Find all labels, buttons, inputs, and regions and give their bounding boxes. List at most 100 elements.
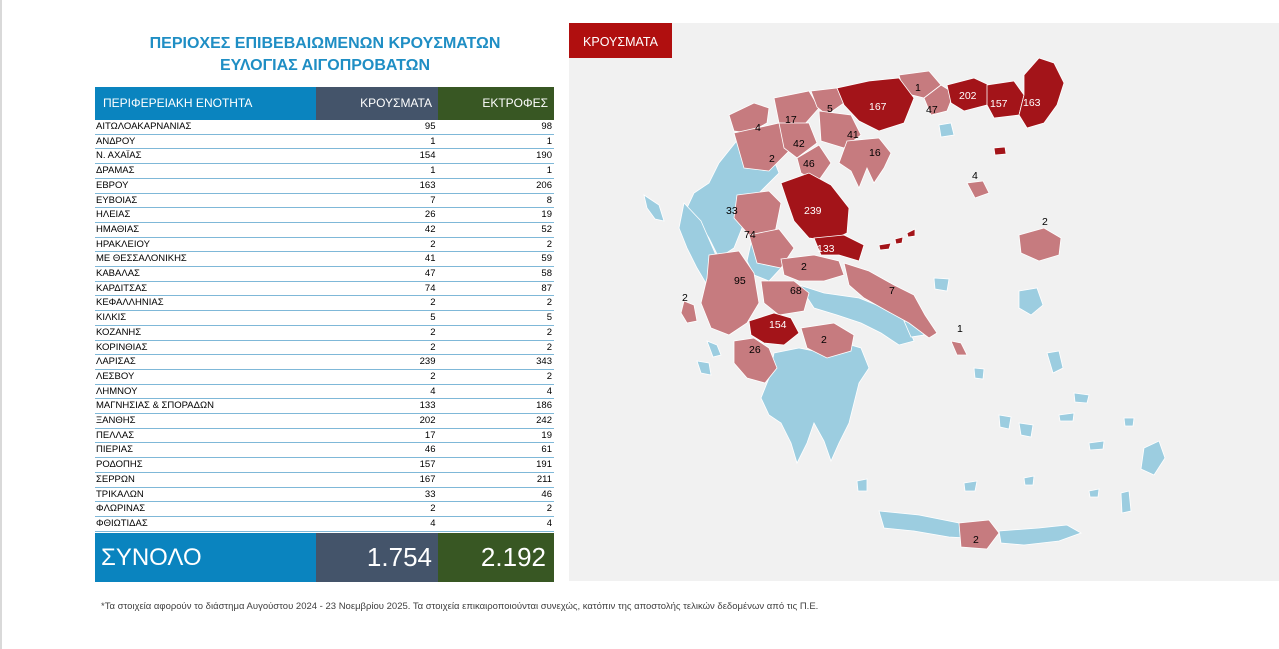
region-cell: ΕΒΡΟΥ	[95, 178, 316, 194]
region-cell: ΕΥΒΟΙΑΣ	[95, 193, 316, 209]
culls-cell: 19	[437, 207, 554, 223]
region-cell: ΗΜΑΘΙΑΣ	[95, 222, 316, 238]
cases-cell: 33	[315, 487, 438, 503]
cases-cell: 17	[315, 428, 438, 444]
region-cell: ΦΘΙΩΤΙΔΑΣ	[95, 516, 316, 532]
cases-cell: 239	[315, 354, 438, 370]
cases-cell: 2	[315, 295, 438, 312]
island-ikaria	[1058, 412, 1075, 422]
label-kozani: 2	[769, 153, 775, 165]
culls-cell: 1	[437, 134, 554, 150]
island-lefkada	[706, 340, 722, 358]
label-serres: 167	[869, 101, 887, 113]
region-cell: ΗΛΕΙΑΣ	[95, 207, 316, 223]
island-naxos	[1018, 422, 1034, 438]
culls-cell: 2	[437, 237, 554, 253]
region-evros	[1018, 57, 1065, 129]
region-magnisia	[813, 234, 865, 262]
region-cell: ΛΗΜΝΟΥ	[95, 384, 316, 400]
culls-cell: 2	[437, 369, 554, 385]
label-pella: 17	[785, 114, 797, 126]
culls-cell: 46	[437, 487, 554, 503]
culls-cell: 191	[437, 457, 554, 473]
table-row: ΗΡΑΚΛΕΙΟΥ 2 2	[95, 237, 554, 253]
map-labels: 167 1 202 157 163 47 5 17 4 41 42 2 46 1…	[682, 82, 1048, 546]
region-imathia	[778, 122, 818, 159]
label-fokida: 68	[790, 285, 802, 297]
table-row: ΑΙΤΩΛΟΑΚΑΡΝΑΝΙΑΣ 95 98	[95, 120, 554, 135]
table-row: ΛΕΣΒΟΥ 2 2	[95, 369, 554, 385]
label-aitoloakarnania: 95	[734, 275, 746, 287]
culls-cell: 59	[437, 251, 554, 268]
label-drama: 1	[915, 82, 921, 94]
island-andros-area	[973, 367, 985, 380]
cases-cell: 7	[315, 193, 438, 209]
table-row: ΑΝΔΡΟΥ 1 1	[95, 134, 554, 150]
island-karpathos	[1120, 490, 1132, 514]
total-label: ΣΥΝΟΛΟ	[95, 533, 316, 582]
culls-cell: 8	[437, 193, 554, 209]
region-cell: Ν. ΑΧΑΪΑΣ	[95, 148, 316, 165]
culls-cell: 190	[437, 148, 554, 165]
region-cell: ΑΝΔΡΟΥ	[95, 134, 316, 150]
cases-cell: 4	[315, 516, 438, 532]
island-astypalaia	[1088, 488, 1100, 498]
region-cell: ΚΑΡΔΙΤΣΑΣ	[95, 281, 316, 297]
table-row: ΗΜΑΘΙΑΣ 42 52	[95, 222, 554, 238]
table-row: ΦΛΩΡΙΝΑΣ 2 2	[95, 501, 554, 517]
cases-cell: 2	[315, 369, 438, 385]
label-rodopi: 157	[990, 98, 1008, 110]
label-heraklion: 2	[973, 534, 979, 546]
header-region: ΠΕΡΙΦΕΡΕΙΑΚΗ ΕΝΟΤΗΤΑ	[95, 87, 316, 120]
table-row: ΚΟΖΑΝΗΣ 2 2	[95, 325, 554, 341]
region-pieria	[796, 144, 832, 184]
label-evros: 163	[1023, 97, 1041, 109]
culls-cell: 19	[437, 428, 554, 444]
region-cell: ΤΡΙΚΑΛΩΝ	[95, 487, 316, 503]
cases-cell: 46	[315, 442, 438, 459]
region-cell: ΠΙΕΡΙΑΣ	[95, 442, 316, 459]
culls-cell: 61	[437, 442, 554, 459]
label-magnisia: 133	[817, 243, 835, 255]
table-row: ΡΟΔΟΠΗΣ 157 191	[95, 457, 554, 473]
table-row: Ν. ΑΧΑΪΑΣ 154 190	[95, 148, 554, 165]
culls-cell: 98	[437, 120, 554, 135]
island-rhodes	[1140, 440, 1166, 476]
cases-cell: 1	[315, 134, 438, 150]
region-cell: ΣΕΡΡΩΝ	[95, 472, 316, 488]
label-thessaloniki: 41	[847, 129, 859, 141]
region-cell: ΚΟΡΙΝΘΙΑΣ	[95, 340, 316, 356]
island-lesvos-nearby	[1018, 287, 1044, 316]
table-row: ΜΑΓΝΗΣΙΑΣ & ΣΠΟΡΑΔΩΝ 133 186	[95, 398, 554, 415]
culls-cell: 2	[437, 501, 554, 517]
page-left-border	[0, 0, 2, 649]
region-kilkis	[810, 87, 845, 116]
total-culls: 2.192	[438, 533, 554, 582]
cases-cell: 202	[315, 413, 438, 429]
island-paros	[998, 414, 1012, 430]
region-euboea	[843, 262, 938, 339]
region-kefallinia	[680, 300, 698, 324]
label-achaia: 154	[769, 319, 787, 331]
region-cell: ΞΑΝΘΗΣ	[95, 413, 316, 429]
island-kerkyra	[643, 194, 665, 222]
island-skyros	[933, 277, 950, 292]
label-florina: 4	[755, 122, 761, 134]
region-andros	[950, 340, 968, 356]
culls-cell: 4	[437, 384, 554, 400]
region-pella	[773, 90, 820, 126]
cases-cell: 4	[315, 384, 438, 400]
island-chios	[1046, 350, 1064, 374]
culls-cell: 242	[437, 413, 554, 429]
cases-cell: 47	[315, 266, 438, 282]
label-larisa: 239	[804, 205, 822, 217]
culls-cell: 2	[437, 325, 554, 341]
cases-cell: 2	[315, 325, 438, 341]
island-milos	[963, 480, 978, 492]
table-row: ΞΑΝΘΗΣ 202 242	[95, 413, 554, 429]
header-culls: ΕΚΤΡΟΦΕΣ	[438, 87, 554, 120]
label-kilkis: 5	[827, 103, 833, 115]
table-row: ΣΕΡΡΩΝ 167 211	[95, 472, 554, 488]
label-korinthia: 2	[821, 334, 827, 346]
cases-cell: 163	[315, 178, 438, 194]
